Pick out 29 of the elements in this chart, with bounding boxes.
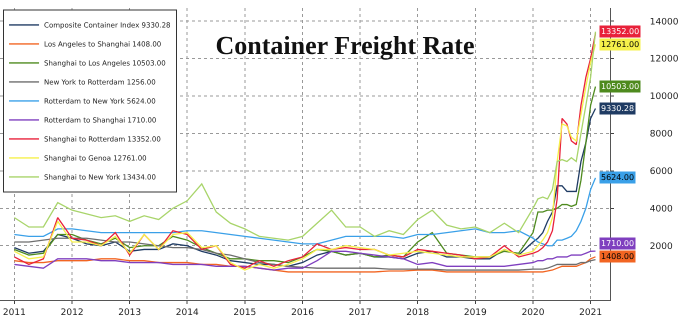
x-tick-label: 2014 [176, 308, 199, 318]
line-series [14, 238, 596, 271]
x-tick-label: 2015 [233, 308, 256, 318]
x-tick-label: 2020 [522, 308, 545, 318]
data-label: 1408.00 [601, 252, 634, 261]
text: Container Freight Rate [216, 31, 474, 60]
y-tick-label: 4000 [650, 204, 673, 214]
x-tick-label: 2016 [291, 308, 314, 318]
y-tick-label: 14000 [650, 17, 679, 28]
data-label: 9330.28 [601, 104, 634, 113]
y-tick-label: 2000 [650, 242, 673, 252]
data-label: 1710.00 [601, 239, 634, 248]
y-tick-label: 10000 [650, 92, 679, 102]
x-tick-label: 2017 [348, 308, 372, 318]
y-tick-label: 12000 [650, 54, 679, 65]
x-tick-label: 2011 [2, 308, 26, 318]
x-tick-label: 2013 [118, 308, 142, 318]
x-tick-label: 2021 [579, 308, 602, 318]
line-series [14, 256, 596, 273]
x-tick-label: 2012 [60, 308, 84, 318]
data-label: 13352.00 [601, 27, 640, 36]
x-tick-label: 2018 [406, 308, 430, 318]
y-tick-label: 8000 [650, 130, 673, 140]
x-tick-label: 2019 [464, 308, 488, 318]
data-label: 5624.00 [601, 173, 634, 182]
y-tick-label: 6000 [650, 167, 673, 177]
line-series [14, 250, 596, 271]
data-label: 12761.00 [601, 40, 640, 49]
data-label: 10503.00 [601, 82, 640, 91]
